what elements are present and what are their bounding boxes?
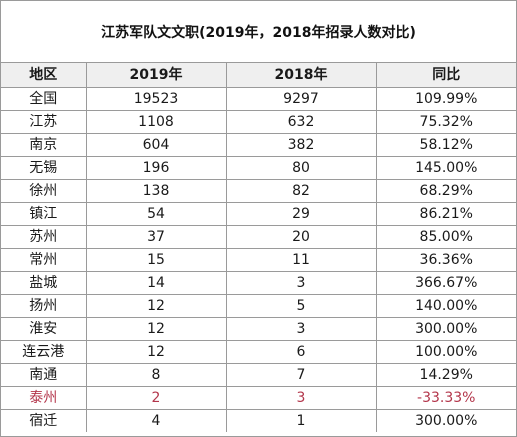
value-2019-cell: 2 <box>85 386 227 410</box>
column-header-ratio: 同比 <box>375 63 516 88</box>
ratio-cell: 140.00% <box>375 294 516 318</box>
ratio-cell: 100.00% <box>375 340 516 364</box>
ratio-cell: 14.29% <box>375 363 516 387</box>
region-cell: 镇江 <box>1 202 87 226</box>
table-row: 南京 604 382 58.12% <box>1 133 516 157</box>
region-cell: 扬州 <box>1 294 87 318</box>
value-2018-cell: 3 <box>225 271 377 295</box>
table-row: 徐州 138 82 68.29% <box>1 179 516 203</box>
value-2018-cell: 11 <box>225 248 377 272</box>
table-row: 江苏 1108 632 75.32% <box>1 110 516 134</box>
table-row: 泰州 2 3 -33.33% <box>1 386 516 410</box>
value-2019-cell: 138 <box>85 179 227 203</box>
ratio-cell: 75.32% <box>375 110 516 134</box>
region-cell: 淮安 <box>1 317 87 341</box>
table-row: 宿迁 4 1 300.00% <box>1 409 516 432</box>
region-cell: 连云港 <box>1 340 87 364</box>
value-2019-cell: 8 <box>85 363 227 387</box>
value-2018-cell: 1 <box>225 409 377 432</box>
region-cell: 宿迁 <box>1 409 87 432</box>
header-row: 地区 2019年 2018年 同比 <box>1 63 516 88</box>
value-2019-cell: 196 <box>85 156 227 180</box>
region-cell: 常州 <box>1 248 87 272</box>
value-2019-cell: 54 <box>85 202 227 226</box>
value-2018-cell: 632 <box>225 110 377 134</box>
table-row: 苏州 37 20 85.00% <box>1 225 516 249</box>
ratio-cell: -33.33% <box>375 386 516 410</box>
title-row: 江苏军队文文职(2019年，2018年招录人数对比) <box>1 1 516 63</box>
value-2019-cell: 12 <box>85 294 227 318</box>
table-row: 淮安 12 3 300.00% <box>1 317 516 341</box>
value-2018-cell: 29 <box>225 202 377 226</box>
value-2019-cell: 14 <box>85 271 227 295</box>
value-2018-cell: 6 <box>225 340 377 364</box>
table-row: 常州 15 11 36.36% <box>1 248 516 272</box>
value-2018-cell: 5 <box>225 294 377 318</box>
table-row: 全国 19523 9297 109.99% <box>1 87 516 111</box>
table-row: 镇江 54 29 86.21% <box>1 202 516 226</box>
value-2018-cell: 3 <box>225 386 377 410</box>
column-header-region: 地区 <box>1 63 87 88</box>
column-header-2019: 2019年 <box>85 63 227 88</box>
ratio-cell: 85.00% <box>375 225 516 249</box>
value-2019-cell: 15 <box>85 248 227 272</box>
ratio-cell: 366.67% <box>375 271 516 295</box>
region-cell: 全国 <box>1 87 87 111</box>
region-cell: 江苏 <box>1 110 87 134</box>
table-title: 江苏军队文文职(2019年，2018年招录人数对比) <box>101 24 416 41</box>
value-2018-cell: 9297 <box>225 87 377 111</box>
value-2019-cell: 12 <box>85 317 227 341</box>
table-body: 全国 19523 9297 109.99% 江苏 1108 632 75.32% 南京 604 38… <box>1 87 516 432</box>
value-2019-cell: 19523 <box>85 87 227 111</box>
value-2018-cell: 82 <box>225 179 377 203</box>
ratio-cell: 300.00% <box>375 317 516 341</box>
region-cell: 南通 <box>1 363 87 387</box>
value-2018-cell: 7 <box>225 363 377 387</box>
region-cell: 泰州 <box>1 386 87 410</box>
ratio-cell: 58.12% <box>375 133 516 157</box>
value-2019-cell: 12 <box>85 340 227 364</box>
region-cell: 无锡 <box>1 156 87 180</box>
ratio-cell: 109.99% <box>375 87 516 111</box>
value-2019-cell: 604 <box>85 133 227 157</box>
value-2019-cell: 1108 <box>85 110 227 134</box>
ratio-cell: 86.21% <box>375 202 516 226</box>
ratio-cell: 68.29% <box>375 179 516 203</box>
value-2019-cell: 4 <box>85 409 227 432</box>
region-cell: 南京 <box>1 133 87 157</box>
recruitment-table: 地区 2019年 2018年 同比 全国 19523 9297 109.99% 江苏 11… <box>1 63 516 432</box>
value-2018-cell: 3 <box>225 317 377 341</box>
table-row: 扬州 12 5 140.00% <box>1 294 516 318</box>
region-cell: 盐城 <box>1 271 87 295</box>
table-row: 南通 8 7 14.29% <box>1 363 516 387</box>
region-cell: 徐州 <box>1 179 87 203</box>
column-header-2018: 2018年 <box>225 63 377 88</box>
value-2018-cell: 20 <box>225 225 377 249</box>
ratio-cell: 145.00% <box>375 156 516 180</box>
region-cell: 苏州 <box>1 225 87 249</box>
table-row: 连云港 12 6 100.00% <box>1 340 516 364</box>
value-2018-cell: 382 <box>225 133 377 157</box>
ratio-cell: 36.36% <box>375 248 516 272</box>
value-2019-cell: 37 <box>85 225 227 249</box>
table-row: 无锡 196 80 145.00% <box>1 156 516 180</box>
value-2018-cell: 80 <box>225 156 377 180</box>
table-row: 盐城 14 3 366.67% <box>1 271 516 295</box>
ratio-cell: 300.00% <box>375 409 516 432</box>
